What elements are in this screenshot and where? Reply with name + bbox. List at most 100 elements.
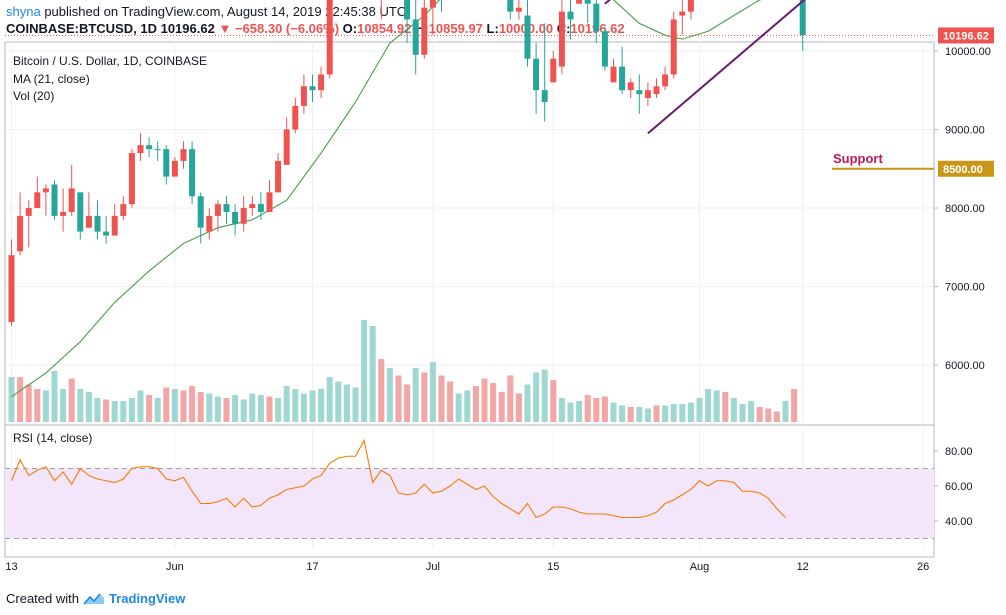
volume-bar [670,404,677,422]
volume-bar [206,393,213,422]
candle-body [154,149,161,151]
volume-bar [627,407,634,422]
candle-body [309,86,316,91]
volume-bar [111,401,118,422]
candle-body [507,0,514,12]
candle-body [128,153,135,205]
price-tick-label: 10000.00 [945,46,991,58]
vol-legend: Vol (20) [13,89,54,103]
volume-bar [77,389,84,422]
volume-bar [146,395,153,422]
candle-body [197,196,204,228]
volume-bar [782,401,789,422]
price-tick-label: 9000.00 [945,124,985,136]
candle-body [137,145,144,154]
tradingview-logo-icon [83,592,104,605]
candle-body [275,160,282,193]
chart-title: Bitcoin / U.S. Dollar, 1D, COINBASE [13,54,207,68]
volume-bar [765,408,772,422]
candle-body [111,215,118,236]
volume-bar [507,375,514,422]
candle-body [524,15,531,59]
candle-body [17,215,24,252]
candle-body [214,204,221,216]
volume-bar [240,399,247,422]
volume-bar [404,384,411,422]
volume-bar [361,320,368,422]
candle-body [68,188,75,212]
volume-bar [266,396,273,422]
volume-bar [292,389,299,422]
volume-bar [438,375,445,422]
candle-body [326,0,333,75]
candle-body [653,86,660,95]
candle-body [662,74,669,87]
volume-bar [696,398,703,422]
volume-bar [137,390,144,422]
volume-bar [214,396,221,422]
rsi-legend: RSI (14, close) [13,431,92,445]
candle-body [51,184,58,216]
time-tick-label: 17 [306,561,318,573]
candle-body [610,66,617,83]
volume-bar [309,390,316,422]
candle-body [515,7,522,12]
last-price-label: 10196.62 [943,30,989,42]
time-tick-label: 12 [797,561,809,573]
candle-body [146,145,153,150]
volume-bar [773,411,780,422]
volume-bar [17,377,24,422]
candle-body [171,160,178,177]
volume-bar [343,384,350,422]
candle-body [412,19,419,55]
candle-body [644,90,651,99]
candle-body [223,204,230,212]
volume-bar [515,393,522,422]
candle-body [687,0,694,12]
price-change: −658.30 (−6.06%) [234,21,340,36]
volume-bar [249,393,256,422]
volume-bar [705,389,712,422]
volume-bar [34,389,41,422]
volume-bar [447,381,454,422]
candle-body [300,86,307,106]
volume-bar [429,362,436,422]
candle-body [421,7,428,55]
volume-bar [171,389,178,422]
symbol-label: COINBASE:BTCUSD, 1D [6,21,157,36]
candle-body [404,0,411,20]
time-tick-label: 26 [917,561,929,573]
volume-bar [653,405,660,422]
volume-bar [60,389,67,422]
volume-bar [644,408,651,422]
volume-bar [283,386,290,422]
volume-bar [154,398,161,422]
volume-bar [378,359,385,422]
author-name[interactable]: shyna [6,4,41,19]
candle-body [232,211,239,224]
volume-bar [300,393,307,422]
volume-bar [386,368,393,422]
volume-bar [730,398,737,422]
tradingview-brand[interactable]: TradingView [108,591,186,606]
candle-body [541,90,548,102]
candle-body [550,58,557,83]
volume-bar [223,398,230,422]
volume-bar [524,384,531,422]
volume-bar [756,407,763,422]
created-with-text: Created with [6,591,79,606]
candle-body [584,0,591,4]
volume-bar [490,383,497,422]
volume-bar [189,386,196,422]
candle-body [266,192,273,212]
candle-body [318,74,325,91]
publish-info: shyna published on TradingView.com, Augu… [6,4,406,19]
volume-bar [619,405,626,422]
volume-bar [541,369,548,422]
volume-bar [412,368,419,422]
candle-body [593,3,600,32]
rsi-band-fill [5,468,934,539]
candle-body [249,204,256,209]
volume-bar [533,372,540,422]
